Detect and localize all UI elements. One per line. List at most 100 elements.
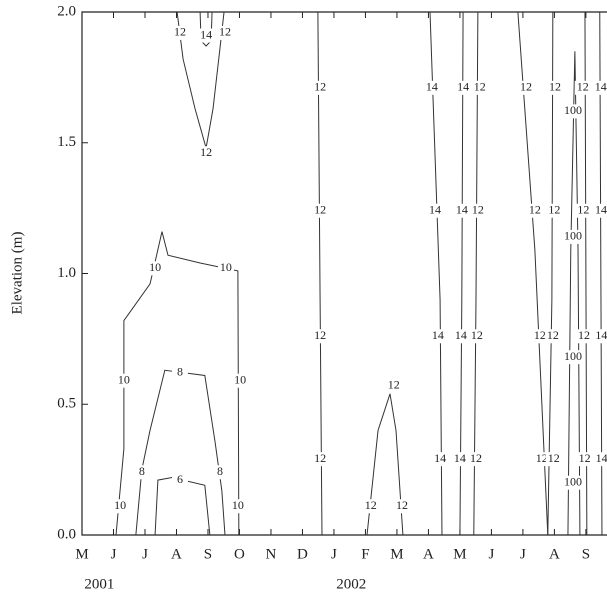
contour-line	[366, 393, 404, 535]
contour-label: 6	[177, 472, 183, 486]
contour-label: 10	[220, 260, 232, 274]
contour-label: 100	[564, 229, 582, 243]
x-tick-label: A	[423, 546, 434, 562]
contour-label: 12	[471, 328, 483, 342]
x-tick-label: J	[142, 546, 148, 562]
contour-line	[584, 12, 588, 535]
x-tick-label: F	[361, 546, 369, 562]
contour-label: 14	[426, 80, 438, 94]
label-bg	[593, 203, 607, 218]
label-bg	[229, 499, 246, 514]
contour-label: 12	[578, 328, 590, 342]
label-bg	[469, 203, 486, 218]
contour-line	[567, 51, 581, 535]
x-tick-label: M	[75, 546, 88, 562]
contour-label: 10	[232, 498, 244, 512]
contour-label: 12	[314, 451, 326, 465]
label-bg	[232, 373, 249, 388]
year-label: 2001	[84, 576, 114, 592]
label-bg	[593, 329, 607, 344]
contour-label: 12	[472, 202, 484, 216]
contour-line	[135, 369, 226, 535]
label-bg	[468, 329, 485, 344]
label-bg	[171, 25, 188, 40]
contour-label: 12	[520, 80, 532, 94]
x-tick-label: D	[297, 546, 308, 562]
label-bg	[544, 329, 561, 344]
contour-label: 100	[564, 474, 582, 488]
contour-label: 12	[365, 498, 377, 512]
label-bg	[432, 452, 449, 467]
contour-label: 14	[454, 451, 466, 465]
contour-label: 14	[595, 328, 607, 342]
label-bg	[564, 475, 581, 490]
label-bg	[216, 25, 233, 40]
label-bg	[427, 203, 444, 218]
label-bg	[112, 499, 129, 514]
contour-label: 10	[114, 498, 126, 512]
contour-label: 14	[455, 328, 467, 342]
label-bg	[593, 452, 607, 467]
label-bg	[211, 465, 228, 480]
label-bg	[171, 365, 188, 380]
contour-label: 8	[139, 464, 145, 478]
contour-label: 12	[314, 202, 326, 216]
label-bg	[312, 203, 329, 218]
x-tick-label: A	[549, 546, 560, 562]
label-bg	[429, 329, 446, 344]
contour-label: 14	[595, 80, 607, 94]
contour-label: 12	[534, 328, 546, 342]
contour-label: 12	[314, 80, 326, 94]
x-tick-label: M	[453, 546, 466, 562]
contour-label: 14	[432, 328, 444, 342]
contour-label: 12	[396, 498, 408, 512]
contour-label: 12	[470, 451, 482, 465]
contour-label: 12	[474, 80, 486, 94]
label-bg	[471, 80, 488, 95]
label-bg	[546, 203, 563, 218]
contour-label: 14	[457, 80, 469, 94]
contour-line	[115, 231, 240, 535]
label-bg	[574, 80, 591, 95]
contour-label: 12	[536, 451, 548, 465]
y-tick-label: 1.0	[57, 265, 76, 281]
contour-label: 10	[118, 372, 130, 386]
label-bg	[576, 452, 593, 467]
contour-label: 12	[548, 451, 560, 465]
x-tick-label: S	[204, 546, 212, 562]
x-tick-label: S	[582, 546, 590, 562]
contour-label: 12	[579, 451, 591, 465]
contour-label: 12	[547, 328, 559, 342]
label-bg	[312, 452, 329, 467]
contour-label: 14	[456, 202, 468, 216]
label-bg	[526, 203, 543, 218]
x-tick-label: M	[390, 546, 403, 562]
label-bg	[545, 452, 562, 467]
label-bg	[547, 80, 564, 95]
label-bg	[115, 373, 132, 388]
label-bg	[564, 229, 581, 244]
label-bg	[531, 329, 548, 344]
contour-label: 8	[177, 365, 183, 379]
label-bg	[453, 203, 470, 218]
x-tick-label: J	[520, 546, 526, 562]
contour-label: 12	[577, 202, 589, 216]
contour-label: 100	[564, 349, 582, 363]
contour-label: 100	[564, 103, 582, 117]
label-bg	[217, 261, 234, 276]
plot-area: 12 12 12 14 10 10 10 10 10 10 8 8 8 6 12 12 12 12 12 12 12 14…	[112, 12, 607, 535]
label-bg	[385, 378, 402, 393]
label-bg	[133, 465, 150, 480]
label-bg	[467, 452, 484, 467]
contour-label: 12	[200, 145, 212, 159]
contour-line	[599, 12, 603, 535]
label-bg	[362, 499, 379, 514]
year-label: 2002	[336, 576, 366, 592]
contour-label: 8	[217, 464, 223, 478]
contour-label: 12	[388, 378, 400, 392]
x-tick-label: A	[171, 546, 182, 562]
y-tick-label: 1.5	[57, 134, 76, 150]
contour-label: 12	[314, 328, 326, 342]
y-tick-label: 0.5	[57, 396, 76, 412]
